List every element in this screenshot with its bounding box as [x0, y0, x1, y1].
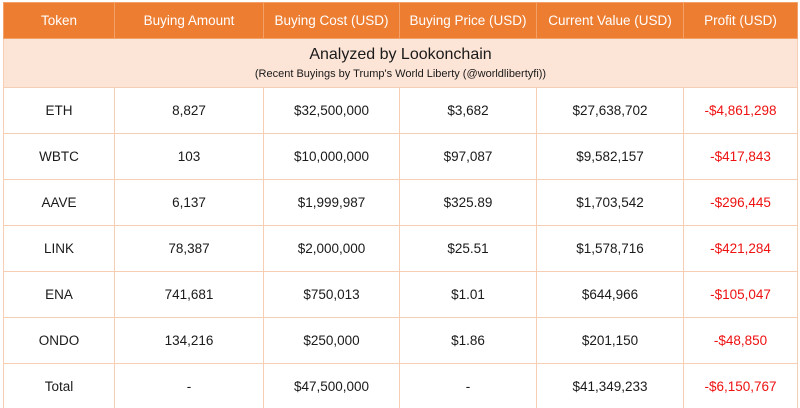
row-ondo: ONDO 134,216 $250,000 $1.86 $201,150 -$4…: [3, 317, 798, 364]
cell-buying-price: $97,087: [399, 133, 537, 180]
cell-profit: -$105,047: [683, 271, 798, 318]
cell-buying-amount: 134,216: [114, 317, 264, 364]
cell-buying-cost: $10,000,000: [263, 133, 400, 180]
cell-buying-price: $1.01: [399, 271, 537, 318]
cell-token: WBTC: [3, 133, 115, 180]
column-header-buying-price: Buying Price (USD): [399, 2, 537, 39]
cell-buying-amount: 741,681: [114, 271, 264, 318]
cell-token: Total: [3, 363, 115, 408]
cell-token: ETH: [3, 87, 115, 134]
cell-buying-amount: 8,827: [114, 87, 264, 134]
cell-buying-price: $25.51: [399, 225, 537, 272]
cell-buying-cost: $1,999,987: [263, 179, 400, 226]
cell-profit: -$417,843: [683, 133, 798, 180]
cell-profit: -$421,284: [683, 225, 798, 272]
cell-buying-amount: 78,387: [114, 225, 264, 272]
row-wbtc: WBTC 103 $10,000,000 $97,087 $9,582,157 …: [3, 133, 798, 180]
cell-buying-cost: $47,500,000: [263, 363, 400, 408]
cell-buying-cost: $750,013: [263, 271, 400, 318]
buyings-table: Token Buying Amount Buying Cost (USD) Bu…: [3, 2, 798, 408]
cell-buying-amount: 103: [114, 133, 264, 180]
column-header-profit: Profit (USD): [683, 2, 798, 39]
banner-title: Analyzed by Lookonchain: [309, 46, 492, 63]
column-header-current-value: Current Value (USD): [536, 2, 684, 39]
cell-current-value: $27,638,702: [536, 87, 684, 134]
column-header-buying-cost: Buying Cost (USD): [263, 2, 400, 39]
cell-profit: -$48,850: [683, 317, 798, 364]
cell-current-value: $9,582,157: [536, 133, 684, 180]
banner-row: Analyzed by Lookonchain (Recent Buyings …: [3, 38, 798, 88]
row-eth: ETH 8,827 $32,500,000 $3,682 $27,638,702…: [3, 87, 798, 134]
row-ena: ENA 741,681 $750,013 $1.01 $644,966 -$10…: [3, 271, 798, 318]
column-header-token: Token: [3, 2, 115, 39]
cell-current-value: $201,150: [536, 317, 684, 364]
cell-current-value: $644,966: [536, 271, 684, 318]
cell-profit: -$6,150,767: [683, 363, 798, 408]
cell-buying-amount: 6,137: [114, 179, 264, 226]
cell-buying-price: $3,682: [399, 87, 537, 134]
column-header-buying-amount: Buying Amount: [114, 2, 264, 39]
banner-cell: Analyzed by Lookonchain (Recent Buyings …: [3, 38, 798, 88]
cell-token: LINK: [3, 225, 115, 272]
banner-subtitle: (Recent Buyings by Trump's World Liberty…: [254, 68, 547, 80]
cell-buying-cost: $32,500,000: [263, 87, 400, 134]
cell-buying-cost: $2,000,000: [263, 225, 400, 272]
cell-buying-price: -: [399, 363, 537, 408]
cell-buying-price: $325.89: [399, 179, 537, 226]
cell-buying-amount: -: [114, 363, 264, 408]
cell-profit: -$4,861,298: [683, 87, 798, 134]
cell-buying-price: $1.86: [399, 317, 537, 364]
cell-current-value: $41,349,233: [536, 363, 684, 408]
cell-token: ENA: [3, 271, 115, 318]
cell-token: ONDO: [3, 317, 115, 364]
cell-current-value: $1,578,716: [536, 225, 684, 272]
row-total: Total - $47,500,000 - $41,349,233 -$6,15…: [3, 363, 798, 408]
cell-current-value: $1,703,542: [536, 179, 684, 226]
cell-buying-cost: $250,000: [263, 317, 400, 364]
row-aave: AAVE 6,137 $1,999,987 $325.89 $1,703,542…: [3, 179, 798, 226]
header-row: Token Buying Amount Buying Cost (USD) Bu…: [3, 2, 798, 39]
cell-token: AAVE: [3, 179, 115, 226]
row-link: LINK 78,387 $2,000,000 $25.51 $1,578,716…: [3, 225, 798, 272]
cell-profit: -$296,445: [683, 179, 798, 226]
